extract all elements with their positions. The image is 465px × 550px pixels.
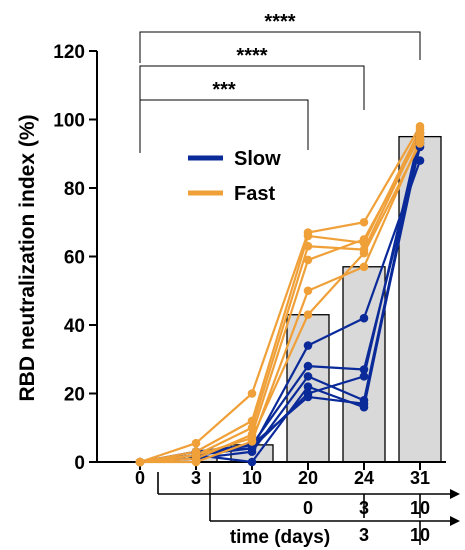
point-slow-5-day-24 xyxy=(359,372,369,381)
y-tick-label-40: 40 xyxy=(64,316,85,337)
point-slow-4-day-10 xyxy=(247,457,257,467)
significance-bracket-3 xyxy=(139,31,421,63)
x-tick-label-10: 10 xyxy=(242,468,262,488)
point-fast-6-day-3 xyxy=(191,450,201,460)
point-slow-3-day-20 xyxy=(303,372,313,381)
point-slow-1-day-31 xyxy=(415,156,425,165)
point-fast-1-day-10 xyxy=(247,389,257,398)
x-tick-label-20: 20 xyxy=(298,468,318,488)
y-tick-label-60: 60 xyxy=(64,248,85,269)
point-slow-6-day-24 xyxy=(359,399,369,409)
significance-label-1: *** xyxy=(212,79,236,101)
point-fast-4-day-24 xyxy=(359,235,369,244)
bar-day-31 xyxy=(398,135,442,463)
point-fast-6-day-20 xyxy=(303,310,313,320)
point-slow-2-day-24 xyxy=(359,365,369,374)
secondary-axis-1-label-3: 3 xyxy=(359,498,369,518)
y-tick-label-120: 120 xyxy=(53,42,85,63)
point-fast-4-day-20 xyxy=(303,255,313,265)
significance-label-3: **** xyxy=(264,11,295,33)
series-layer xyxy=(135,122,425,467)
significance-bracket-2 xyxy=(139,65,365,113)
x-tick-label-3: 3 xyxy=(191,468,201,488)
series-fast-6 xyxy=(139,142,421,464)
series-fast-4 xyxy=(139,136,421,464)
y-axis-label: RBD neutralization index (%) xyxy=(16,114,39,401)
point-slow-1-day-24 xyxy=(359,313,369,323)
x-tick-label-0: 0 xyxy=(135,468,145,488)
significance-label-2: **** xyxy=(236,45,267,67)
point-fast-2-day-10 xyxy=(247,416,257,426)
point-fast-2-day-20 xyxy=(303,231,313,241)
point-slow-6-day-20 xyxy=(303,392,313,402)
point-slow-1-day-20 xyxy=(303,341,313,350)
point-fast-6-day-0 xyxy=(135,457,145,467)
legend-label-slow: Slow xyxy=(234,148,281,170)
bar-day-24 xyxy=(342,266,386,463)
point-fast-6-day-24 xyxy=(359,248,369,258)
secondary-axis-2-label-3: 3 xyxy=(359,525,369,545)
secondary-axis-1-label-10: 10 xyxy=(410,498,430,518)
significance-bracket-1 xyxy=(139,99,309,153)
secondary-axis-2-label-10: 10 xyxy=(410,525,430,545)
point-fast-6-day-10 xyxy=(247,433,257,443)
point-fast-6-day-31 xyxy=(415,139,425,148)
y-tick-label-20: 20 xyxy=(64,385,85,406)
point-fast-3-day-10 xyxy=(247,423,257,433)
significance-layer: *********** xyxy=(139,11,421,153)
series-fast-1 xyxy=(139,125,421,464)
point-slow-2-day-20 xyxy=(303,361,313,371)
point-fast-5-day-3 xyxy=(191,457,201,467)
point-fast-1-day-3 xyxy=(191,438,201,448)
x-tick-label-24: 24 xyxy=(354,468,374,488)
y-tick-label-80: 80 xyxy=(64,179,85,200)
point-slow-4-day-20 xyxy=(303,382,313,391)
legend: Slow Fast xyxy=(188,148,281,205)
y-tick-label-100: 100 xyxy=(53,111,85,132)
x-axis-label: time (days) xyxy=(230,527,330,548)
point-fast-5-day-20 xyxy=(303,286,313,296)
secondary-axis-1-label-0: 0 xyxy=(303,498,313,518)
point-fast-5-day-24 xyxy=(359,262,369,272)
point-fast-1-day-24 xyxy=(359,217,369,227)
y-tick-label-0: 0 xyxy=(74,453,85,474)
x-tick-label-31: 31 xyxy=(410,468,430,488)
legend-label-fast: Fast xyxy=(234,183,275,205)
series-fast-5 xyxy=(140,139,422,464)
point-fast-3-day-20 xyxy=(303,241,313,251)
